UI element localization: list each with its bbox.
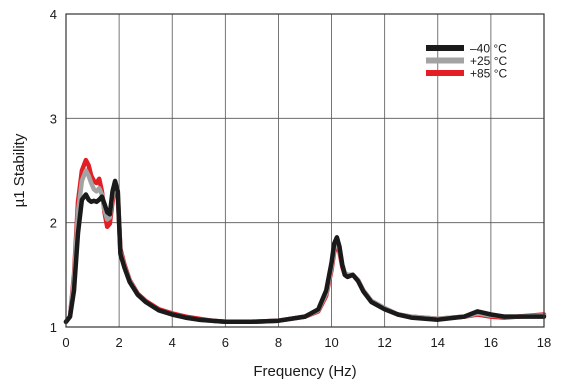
series-line-1 [63, 168, 547, 325]
x-tick-label-9: 18 [537, 335, 551, 350]
x-tick-label-2: 4 [169, 335, 176, 350]
x-tick-label-0: 0 [62, 335, 69, 350]
x-tick-label-7: 14 [431, 335, 445, 350]
y-tick-label-2: 3 [50, 111, 57, 126]
y-tick-label-0: 1 [50, 320, 57, 335]
legend-label-1: +25 °C [470, 54, 507, 68]
legend-label-0: –40 °C [470, 42, 507, 56]
series-layer [63, 157, 547, 325]
legend-label-2: +85 °C [470, 67, 507, 81]
y-axis-title: µ1 Stability [11, 133, 28, 207]
x-tick-label-6: 12 [377, 335, 391, 350]
legend: –40 °C+25 °C+85 °C [426, 42, 507, 81]
y-tick-label-3: 4 [50, 7, 57, 22]
x-tick-label-4: 8 [275, 335, 282, 350]
series-line-2 [63, 178, 547, 325]
x-axis-title: Frequency (Hz) [253, 363, 356, 380]
x-tick-label-8: 16 [484, 335, 498, 350]
x-tick-label-1: 2 [115, 335, 122, 350]
plot-frame [65, 13, 545, 328]
x-tick-label-5: 10 [324, 335, 338, 350]
x-tick-label-3: 6 [222, 335, 229, 350]
y-tick-label-1: 2 [50, 216, 57, 231]
